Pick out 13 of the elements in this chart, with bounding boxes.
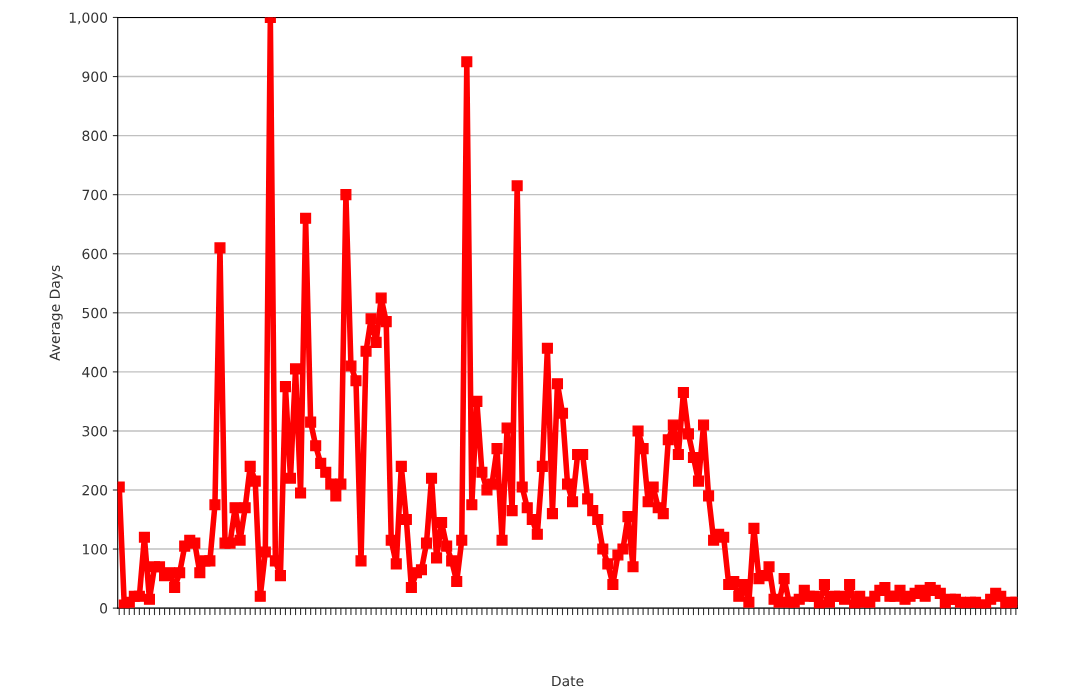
- y-tick-label: 900: [82, 71, 108, 83]
- y-tick-label: 500: [82, 307, 108, 319]
- y-tick-label: 200: [82, 484, 108, 496]
- y-tick-label: 100: [83, 544, 108, 555]
- y-tick-label: 400: [82, 366, 108, 378]
- y-tick-label: 800: [82, 130, 108, 142]
- y-tick-label: 700: [82, 189, 108, 201]
- y-tick-label: 1,000: [69, 12, 108, 25]
- y-tick-label: 300: [82, 425, 108, 437]
- x-axis-title: Date: [552, 675, 584, 687]
- y-tick-label: 600: [82, 248, 108, 260]
- y-axis-title: Average Days: [49, 265, 63, 361]
- y-tick-label: 0: [100, 603, 108, 614]
